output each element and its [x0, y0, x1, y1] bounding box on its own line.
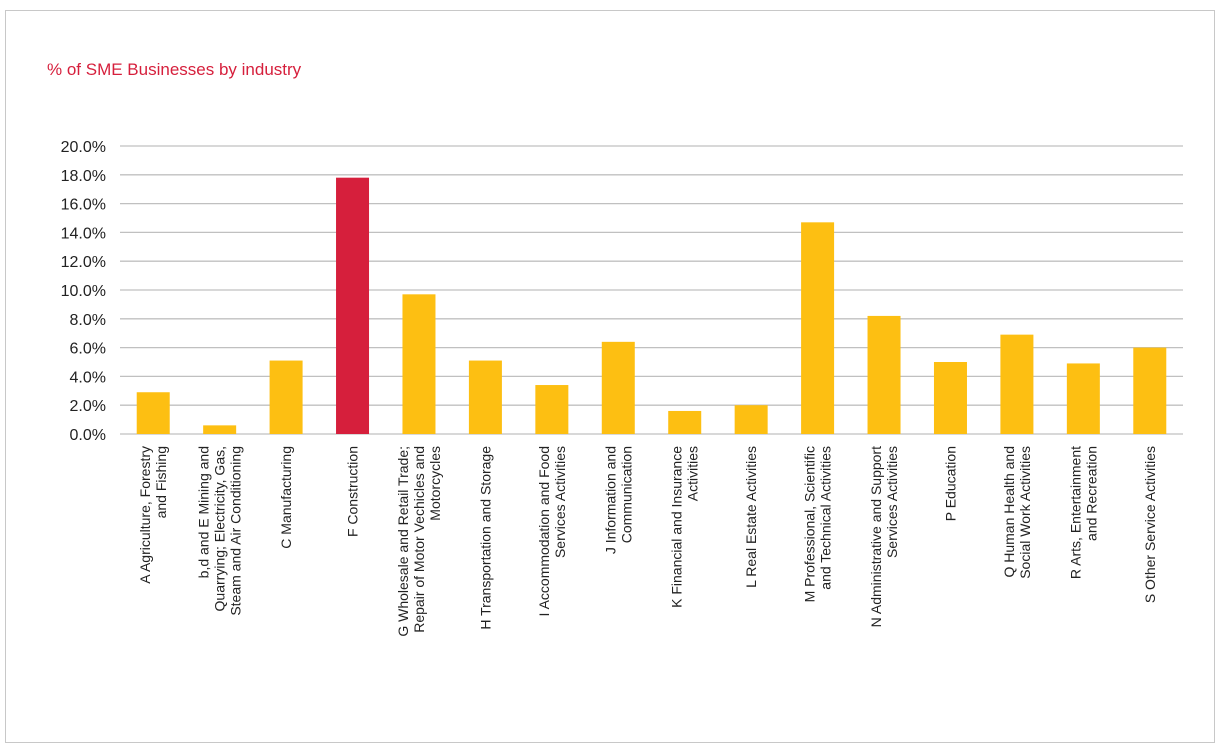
- x-tick-label: J Information andCommunication: [602, 446, 634, 554]
- bar: [402, 294, 436, 434]
- bar: [734, 405, 768, 434]
- y-tick-label: 18.0%: [61, 168, 106, 185]
- bar: [801, 222, 835, 434]
- bar: [933, 362, 967, 434]
- x-tick-label: L Real Estate Activities: [743, 446, 759, 588]
- y-tick-label: 8.0%: [70, 312, 106, 329]
- bar: [336, 177, 370, 434]
- y-tick-label: 4.0%: [70, 369, 106, 386]
- y-tick-label: 20.0%: [61, 139, 106, 156]
- x-tick-label: F Construction: [345, 446, 361, 537]
- y-tick-label: 6.0%: [70, 341, 106, 358]
- y-tick-label: 10.0%: [61, 283, 106, 300]
- x-tick-label: I Accommodation and FoodServices Activit…: [536, 446, 568, 616]
- bar: [668, 410, 702, 434]
- x-tick-label: Q Human Health andSocial Work Activities: [1001, 446, 1033, 579]
- y-tick-label: 12.0%: [61, 254, 106, 271]
- bar: [203, 425, 237, 434]
- x-tick-label: b,d and E Mining andQuarrying; Electrici…: [196, 446, 244, 616]
- x-tick-label: P Education: [942, 446, 958, 521]
- chart-title: % of SME Businesses by industry: [47, 60, 302, 79]
- bar: [867, 315, 901, 434]
- bar: [601, 341, 635, 434]
- y-tick-label: 16.0%: [61, 197, 106, 214]
- x-tick-label: N Administrative and SupportServices Act…: [868, 446, 900, 627]
- y-tick-label: 14.0%: [61, 225, 106, 242]
- x-tick-label: K Financial and InsuranceActivities: [669, 446, 701, 608]
- bar: [269, 360, 303, 434]
- x-tick-label: G Wholesale and Retail Trade;Repair of M…: [395, 446, 443, 637]
- x-tick-label: R Arts, Entertainmentand Recreation: [1067, 446, 1099, 579]
- bar: [1066, 363, 1100, 434]
- bar: [136, 392, 170, 434]
- bar: [1000, 334, 1034, 434]
- x-tick-label: H Transportation and Storage: [477, 446, 493, 630]
- x-tick-label: A Agriculture, Forestryand Fishing: [137, 446, 169, 584]
- y-tick-label: 0.0%: [70, 427, 106, 444]
- bar: [468, 360, 502, 434]
- y-tick-label: 2.0%: [70, 398, 106, 415]
- x-tick-label: S Other Service Activities: [1142, 446, 1158, 603]
- x-tick-label: M Professional, Scientificand Technical …: [802, 446, 834, 602]
- bar: [535, 385, 569, 434]
- bar: [1133, 347, 1167, 434]
- x-tick-label: C Manufacturing: [278, 446, 294, 549]
